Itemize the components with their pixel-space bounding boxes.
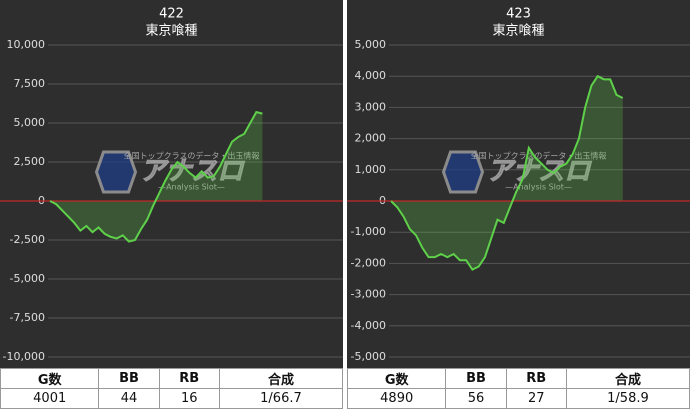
cell: 4001 <box>0 388 100 409</box>
panel-bg <box>0 0 343 368</box>
y-tick-label: 2,500 <box>14 155 46 168</box>
line <box>390 74 624 271</box>
watermark-logo: アナスロ <box>140 157 245 187</box>
panel-bg <box>347 0 690 368</box>
y-tick-label: -1,000 <box>351 225 386 238</box>
watermark-caption: 全国トップクラスのデータ・出玉情報 <box>124 151 260 161</box>
header-cell: RB <box>158 368 220 389</box>
y-tick-label: 1,000 <box>355 163 387 176</box>
chart-subtitle: 東京喰種 <box>492 23 544 39</box>
header-cell: BB <box>445 368 507 389</box>
y-tick-label: 5,000 <box>355 38 387 51</box>
line <box>49 110 263 243</box>
cell: 44 <box>98 388 160 409</box>
watermark-tagline: —Analysis Slot— <box>505 183 572 192</box>
y-tick-label: 3,000 <box>355 100 387 113</box>
stats-table: G数 BB RB 合成 4890 56 27 1/58.9 <box>346 368 690 409</box>
header-cell: BB <box>98 368 160 389</box>
chart-title: 422 <box>159 7 184 22</box>
cell: 1/66.7 <box>218 388 344 409</box>
y-tick-label: 10,000 <box>7 38 46 51</box>
cell: 1/58.9 <box>565 388 690 409</box>
y-tick-label: 4,000 <box>355 69 387 82</box>
cell: 56 <box>445 388 507 409</box>
logo-emblem <box>441 150 485 194</box>
charts: 422東京喰種-10,000-7,500-5,000-2,50002,5005,… <box>0 0 690 368</box>
header-cell: 合成 <box>565 368 690 389</box>
header-cell: RB <box>505 368 567 389</box>
header-cell: 合成 <box>218 368 344 389</box>
y-tick-label: -10,000 <box>3 350 45 363</box>
y-tick-label: -7,500 <box>10 311 45 324</box>
watermark-caption: 全国トップクラスのデータ・出玉情報 <box>471 151 607 161</box>
y-tick-label: -3,000 <box>351 288 386 301</box>
cell: 27 <box>505 388 567 409</box>
header-cell: G数 <box>0 368 100 389</box>
stats-table: G数 BB RB 合成 4001 44 16 1/66.7 <box>0 368 344 409</box>
y-tick-label: -2,500 <box>10 233 45 246</box>
y-tick-label: -2,000 <box>351 256 386 269</box>
y-tick-label: 5,000 <box>14 116 46 129</box>
cell: 4890 <box>346 388 447 409</box>
cell: 16 <box>158 388 220 409</box>
y-tick-label: -5,000 <box>351 350 386 363</box>
area <box>50 112 263 242</box>
chart-subtitle: 東京喰種 <box>145 23 197 39</box>
logo-emblem <box>94 150 138 194</box>
area <box>391 76 623 270</box>
y-tick-label: 2,000 <box>355 132 387 145</box>
header-cell: G数 <box>346 368 447 389</box>
y-tick-label: -4,000 <box>351 319 386 332</box>
chart-title: 423 <box>506 7 531 22</box>
y-tick-label: -5,000 <box>10 272 45 285</box>
y-tick-label: 7,500 <box>14 77 46 90</box>
watermark-tagline: —Analysis Slot— <box>158 183 225 192</box>
